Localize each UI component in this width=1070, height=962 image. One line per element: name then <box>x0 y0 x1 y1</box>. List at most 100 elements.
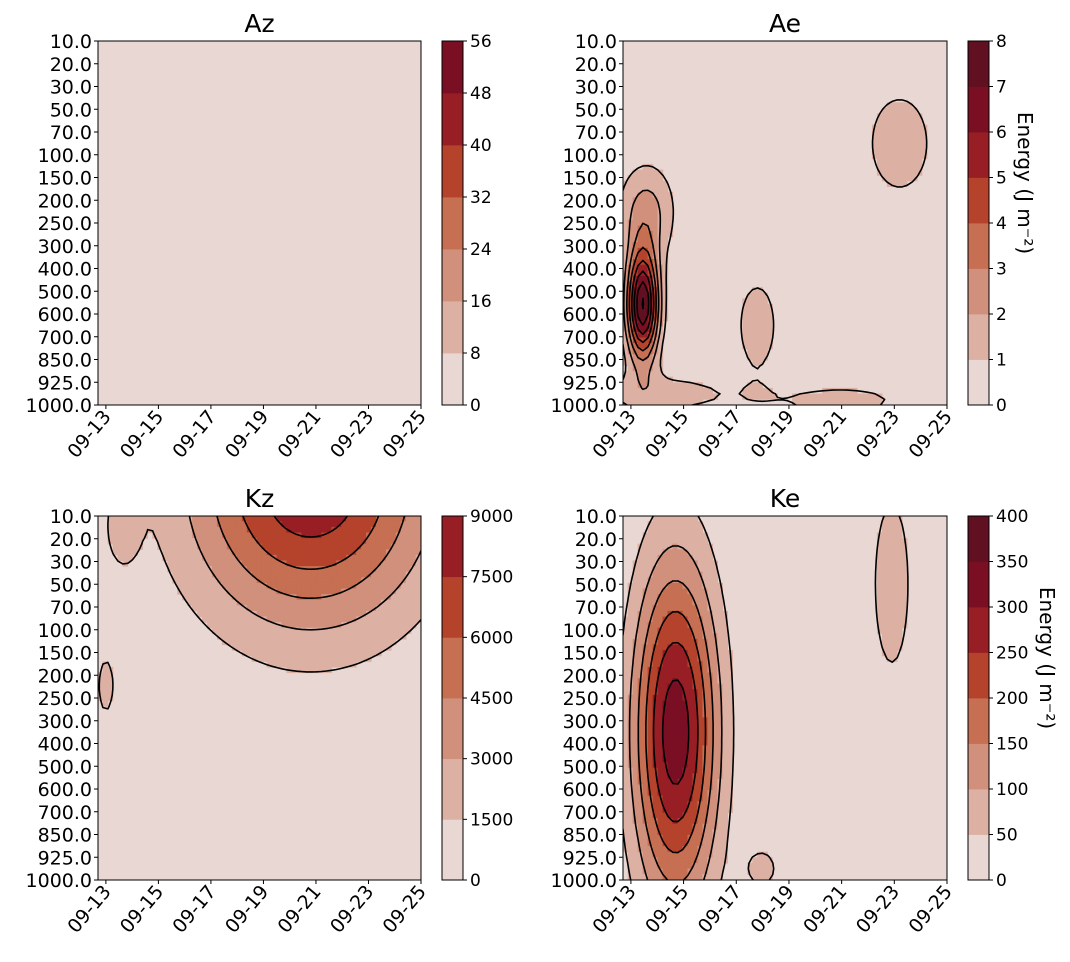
panel-title: Az <box>244 9 274 38</box>
colorbar-tick-label: 100 <box>996 780 1028 800</box>
colorbar-band <box>968 698 989 744</box>
contour-line-2 <box>623 189 663 391</box>
colorbar-tick-label: 5 <box>996 169 1007 189</box>
x-tick-label: 09-17 <box>694 881 746 937</box>
colorbar-band <box>442 516 463 578</box>
y-tick-label: 700.0 <box>38 327 92 349</box>
y-tick-label: 400.0 <box>38 259 92 281</box>
y-tick-label: 850.0 <box>38 825 92 847</box>
colorbar-tick-label: 400 <box>996 507 1028 527</box>
panel-title: Ke <box>770 484 801 513</box>
y-tick-label: 20.0 <box>575 529 617 551</box>
y-tick-label: 500.0 <box>563 756 617 778</box>
y-tick-label: 600.0 <box>563 304 617 326</box>
x-tick-label: 09-23 <box>326 406 378 462</box>
y-tick-label: 10.0 <box>50 506 92 528</box>
colorbar-tick-label: 3 <box>996 260 1007 280</box>
y-tick-label: 10.0 <box>50 31 92 53</box>
y-tick-label: 300.0 <box>38 236 92 258</box>
colorbar: 0 1500 3000 4500 6000 7500 9000 <box>441 507 513 891</box>
y-tick-label: 70.0 <box>575 597 617 619</box>
y-tick-label: 20.0 <box>575 54 617 76</box>
y-tick-label: 100.0 <box>38 145 92 167</box>
colorbar-tick-label: 56 <box>470 32 492 52</box>
y-tick-label: 70.0 <box>50 597 92 619</box>
contour-line-4500 <box>216 516 406 599</box>
x-tick-label: 09-19 <box>221 406 273 462</box>
contour-line-5 <box>631 259 655 344</box>
y-tick-label: 250.0 <box>563 213 617 235</box>
colorbar-band <box>968 41 989 87</box>
contour-lines <box>623 516 909 880</box>
colorbar-tick-label: 48 <box>470 84 492 104</box>
panel-title: Ae <box>769 9 801 38</box>
colorbar-label: Energy (J m⁻²) <box>1013 112 1037 254</box>
contour-line-50 <box>623 516 909 880</box>
colorbar-band <box>442 758 463 820</box>
y-tick-label: 925.0 <box>38 847 92 869</box>
y-tick-label: 500.0 <box>563 281 617 303</box>
panel-ae: Ae10.020.030.050.070.0100.0150.0200.0250… <box>551 9 1037 463</box>
contour-line-4 <box>628 246 657 352</box>
x-tick-label: 09-15 <box>116 881 168 937</box>
x-tick-label: 09-23 <box>852 406 904 462</box>
y-tick-label: 600.0 <box>563 779 617 801</box>
panel-kz: Kz 10.020.030.050.070.0100.0150.0200.0250… <box>26 484 514 938</box>
x-tick-label: 09-23 <box>326 881 378 937</box>
colorbar-band <box>968 607 989 653</box>
contour-line-3 <box>626 222 660 362</box>
colorbar-band <box>442 353 463 406</box>
contour-fill <box>98 516 421 880</box>
x-tick-label: 09-23 <box>852 881 904 937</box>
contour-line-7500 <box>273 516 349 538</box>
y-tick-label: 300.0 <box>563 711 617 733</box>
y-tick-label: 250.0 <box>38 213 92 235</box>
colorbar-band <box>968 516 989 562</box>
colorbar-band <box>442 41 463 94</box>
colorbar-band <box>442 698 463 760</box>
colorbar-tick-label: 150 <box>996 735 1028 755</box>
colorbar-frame <box>441 40 464 406</box>
panel-ke: Ke10.020.030.050.070.0100.0150.0200.0250… <box>551 484 1059 938</box>
colorbar-tick-label: 0 <box>996 396 1007 416</box>
y-tick-label: 10.0 <box>575 31 617 53</box>
colorbar-tick-label: 8 <box>996 32 1007 52</box>
colorbar-tick-label: 3000 <box>470 750 513 770</box>
y-tick-label: 1000.0 <box>551 395 617 417</box>
y-tick-label: 150.0 <box>38 168 92 190</box>
contour-fill <box>623 41 947 405</box>
x-tick-label: 09-21 <box>799 881 851 937</box>
y-tick-label: 50.0 <box>50 574 92 596</box>
y-tick-label: 30.0 <box>50 552 92 574</box>
y-tick-label: 250.0 <box>563 688 617 710</box>
y-tick-label: 500.0 <box>38 281 92 303</box>
y-tick-label: 400.0 <box>563 259 617 281</box>
colorbar-tick-label: 6000 <box>470 628 513 648</box>
contour-line-250 <box>652 641 699 823</box>
colorbar-tick-label: 300 <box>996 598 1028 618</box>
y-tick-label: 600.0 <box>38 779 92 801</box>
y-tick-label: 200.0 <box>563 190 617 212</box>
colorbar-band <box>968 743 989 790</box>
colorbar-label: Energy (J m⁻²) <box>1035 587 1059 729</box>
x-tick-label: 09-17 <box>168 406 220 462</box>
colorbar-band <box>968 359 989 406</box>
y-tick-label: 150.0 <box>38 643 92 665</box>
y-tick-label: 300.0 <box>563 236 617 258</box>
colorbar-band <box>442 93 463 146</box>
colorbar-band <box>968 314 989 360</box>
y-tick-label: 50.0 <box>50 99 92 121</box>
colorbar: 0 8 16 24 32 40 48 56 <box>441 32 492 416</box>
colorbar-tick-label: 7 <box>996 78 1007 98</box>
y-tick-label: 30.0 <box>575 552 617 574</box>
contour-line-6000 <box>242 516 380 570</box>
y-tick-label: 500.0 <box>38 756 92 778</box>
colorbar-tick-label: 50 <box>996 826 1018 846</box>
colorbar-tick-label: 4 <box>996 214 1007 234</box>
colorbar-tick-label: 1 <box>996 351 1007 371</box>
contour-lines <box>623 99 928 405</box>
x-tick-label: 09-25 <box>378 881 430 937</box>
colorbar-band <box>442 249 463 302</box>
y-tick-label: 400.0 <box>563 734 617 756</box>
colorbar-tick-label: 250 <box>996 644 1028 664</box>
